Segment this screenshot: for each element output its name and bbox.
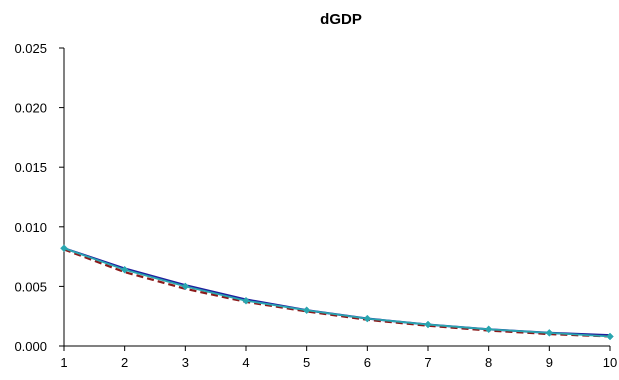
y-tick-label: 0.015	[14, 160, 47, 175]
y-tick-label: 0.005	[14, 279, 47, 294]
x-tick-label: 7	[424, 355, 431, 370]
data-point-marker	[606, 332, 614, 341]
data-point-marker	[60, 244, 68, 253]
x-axis-ticks: 1 2 3 4 5 6 7 8 9 10	[60, 346, 617, 370]
x-tick-label: 2	[121, 355, 128, 370]
chart-title: dGDP	[320, 11, 362, 28]
data-point-marker	[363, 314, 372, 323]
data-point-marker	[424, 320, 432, 329]
series-line-3	[63, 247, 611, 338]
x-tick-label: 10	[603, 355, 617, 370]
data-point-marker	[181, 282, 190, 291]
y-tick-label: 0.025	[14, 41, 47, 56]
x-tick-label: 6	[364, 355, 371, 370]
x-tick-label: 8	[485, 355, 492, 370]
data-point-marker	[302, 306, 311, 315]
series-line-2	[63, 248, 611, 338]
x-tick-label: 3	[182, 355, 189, 370]
x-tick-label: 9	[546, 355, 553, 370]
y-axis-ticks: 0.000 0.005 0.010 0.015 0.020 0.025	[14, 41, 64, 354]
data-point-marker	[242, 296, 250, 305]
y-tick-label: 0.010	[14, 220, 47, 235]
x-tick-label: 4	[242, 355, 249, 370]
data-point-marker	[484, 325, 493, 334]
axes	[63, 48, 610, 347]
x-tick-label: 1	[60, 355, 67, 370]
x-tick-label: 5	[303, 355, 310, 370]
series-layer	[60, 244, 614, 341]
data-point-marker	[120, 265, 129, 274]
series-line-1	[63, 247, 611, 337]
data-point-marker	[545, 329, 554, 337]
y-tick-label: 0.020	[14, 101, 47, 116]
y-tick-label: 0.000	[14, 339, 47, 354]
